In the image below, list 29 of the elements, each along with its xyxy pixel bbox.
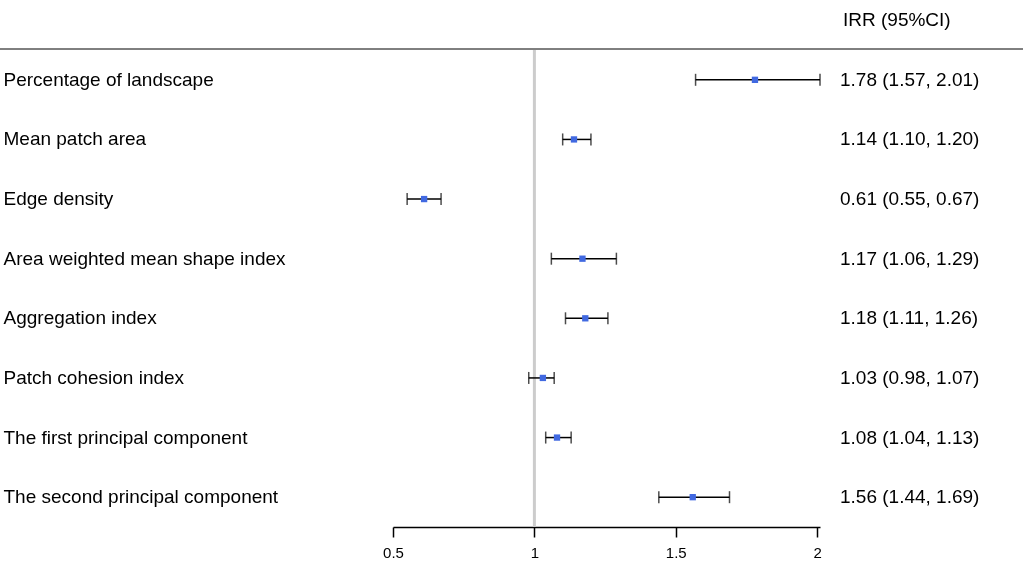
point bbox=[539, 374, 547, 382]
point bbox=[689, 494, 696, 501]
data-label: 1.03 (0.98, 1.07) bbox=[840, 366, 980, 388]
text: IRR (95%CI) bbox=[843, 9, 951, 30]
x-tick-label: 1.5 bbox=[665, 543, 687, 561]
y-tick-label: Patch cohesion index bbox=[3, 366, 185, 388]
y-tick-label: The second principal component bbox=[3, 486, 279, 508]
data-label: 0.61 (0.55, 0.67) bbox=[840, 188, 980, 210]
point bbox=[420, 195, 428, 203]
data-label: 1.78 (1.57, 2.01) bbox=[840, 68, 980, 90]
point bbox=[553, 434, 561, 441]
data-label: 1.56 (1.44, 1.69) bbox=[840, 486, 980, 508]
x-tick-label: 2 bbox=[813, 543, 822, 561]
point bbox=[570, 136, 578, 143]
y-tick-label: Mean patch area bbox=[3, 128, 147, 150]
point bbox=[751, 76, 759, 83]
y-tick-label: Percentage of landscape bbox=[3, 68, 214, 90]
y-tick-label: Area weighted mean shape index bbox=[3, 247, 287, 269]
x-tick-label: 0.5 bbox=[383, 543, 404, 561]
y-tick-label: Edge density bbox=[3, 188, 114, 210]
data-label: 1.14 (1.10, 1.20) bbox=[840, 128, 980, 150]
point bbox=[579, 255, 586, 262]
data-label: 1.08 (1.04, 1.13) bbox=[840, 426, 980, 448]
y-tick-label: The first principal component bbox=[3, 426, 249, 448]
data-label: 1.17 (1.06, 1.29) bbox=[840, 247, 980, 269]
x-tick-label: 1 bbox=[530, 543, 540, 561]
point bbox=[582, 315, 589, 322]
data-label: 1.18 (1.11, 1.26) bbox=[840, 307, 979, 329]
y-tick-label: Aggregation index bbox=[3, 307, 158, 329]
